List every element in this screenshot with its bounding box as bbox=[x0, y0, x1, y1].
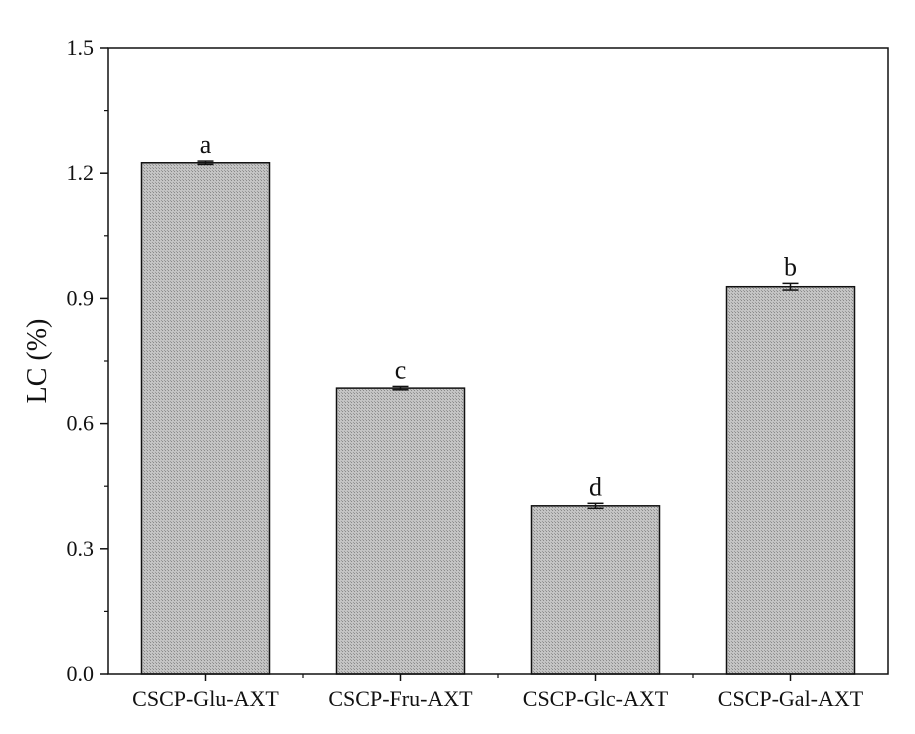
significance-letter-c: c bbox=[395, 355, 407, 384]
plot-frame bbox=[107, 47, 889, 675]
significance-letter-d: d bbox=[589, 472, 602, 501]
error-bar-cscp-glu-axt bbox=[197, 160, 214, 166]
y-tick-label: 1.2 bbox=[67, 160, 95, 185]
x-tick-label: CSCP-Gal-AXT bbox=[718, 686, 864, 711]
y-tick-label: 1.5 bbox=[67, 35, 95, 60]
y-tick-label: 0.6 bbox=[67, 411, 95, 436]
labels-layer: a CSCP-Glu-AXT c CSCP-Fru-AXT d CSCP-Glc-AXT b… bbox=[67, 35, 864, 711]
x-tick-label: CSCP-Fru-AXT bbox=[328, 686, 473, 711]
axes-layer bbox=[100, 47, 889, 681]
significance-letter-b: b bbox=[784, 252, 797, 281]
bar-cscp-fru-axt bbox=[335, 387, 466, 675]
x-tick-label: CSCP-Glc-AXT bbox=[523, 686, 669, 711]
y-tick-label: 0.0 bbox=[67, 661, 95, 686]
y-axis-title: LC (%) bbox=[22, 319, 53, 404]
bar-cscp-glc-axt bbox=[530, 505, 661, 675]
error-bar-cscp-gal-axt bbox=[782, 282, 799, 291]
y-tick-label: 0.9 bbox=[67, 285, 95, 310]
significance-letter-a: a bbox=[200, 130, 212, 159]
x-tick-label: CSCP-Glu-AXT bbox=[132, 686, 279, 711]
bar-cscp-glu-axt bbox=[140, 162, 271, 675]
bar-cscp-gal-axt bbox=[725, 285, 856, 675]
error-bar-cscp-fru-axt bbox=[392, 385, 409, 391]
bars-layer bbox=[140, 160, 856, 675]
y-tick-label: 0.3 bbox=[67, 536, 95, 561]
error-bar-cscp-glc-axt bbox=[587, 502, 604, 510]
